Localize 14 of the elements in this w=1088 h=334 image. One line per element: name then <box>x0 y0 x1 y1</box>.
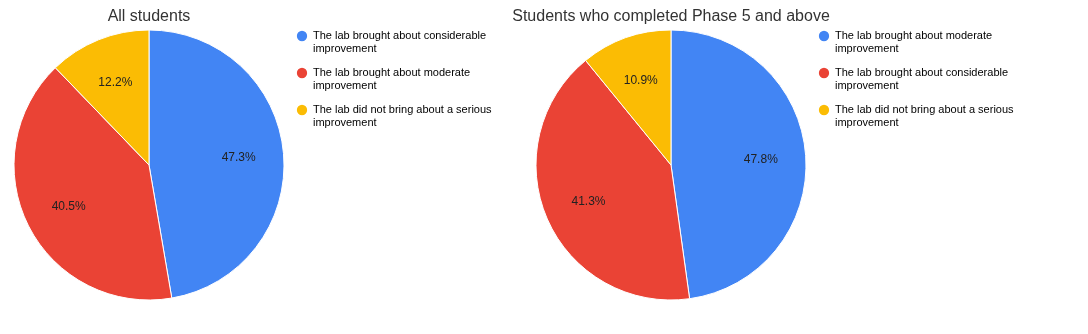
legend-label: The lab did not bring about a serious improvement <box>313 103 493 128</box>
legend-label: The lab brought about considerable improvement <box>313 29 487 54</box>
legend-label: The lab did not bring about a serious improvement <box>835 103 1015 128</box>
legend-label: The lab brought about moderate improvement <box>835 29 993 54</box>
data-label: 12.2% <box>98 74 133 89</box>
data-label: 41.3% <box>571 194 606 208</box>
data-label: 47.3% <box>221 150 257 165</box>
legend-label: The lab brought about considerable improvement <box>835 66 1009 91</box>
data-label: 10.9% <box>623 73 659 88</box>
legend-label: The lab brought about moderate improvement <box>313 66 471 91</box>
data-label: 47.8% <box>743 151 779 166</box>
data-label: 40.5% <box>51 198 87 213</box>
chart-title: Students who completed Phase 5 and above <box>512 7 830 24</box>
chart-title: All students <box>107 7 191 24</box>
